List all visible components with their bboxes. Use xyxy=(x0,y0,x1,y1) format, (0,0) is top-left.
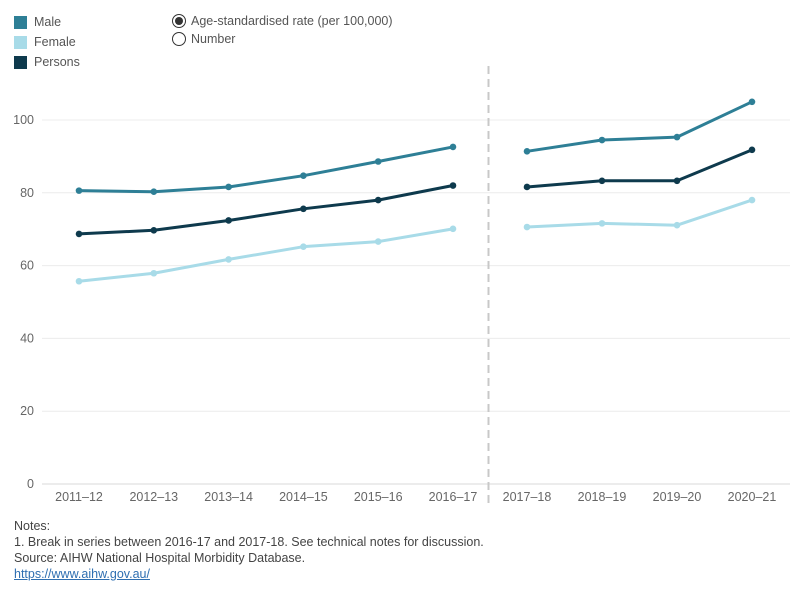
notes-heading: Notes: xyxy=(14,519,51,533)
data-point-male-6 xyxy=(523,148,531,155)
series-line-persons-after-break xyxy=(526,148,753,189)
legend-item-male[interactable]: Male xyxy=(14,12,80,32)
legend-swatch-female xyxy=(14,35,27,49)
data-point-female-6 xyxy=(523,223,531,231)
radio-selected-icon[interactable] xyxy=(172,14,186,28)
y-tick-label-40: 40 xyxy=(20,331,34,345)
data-point-persons-8 xyxy=(673,177,681,185)
x-tick-label-7: 2018–19 xyxy=(578,490,627,504)
legend-label-female: Female xyxy=(34,35,76,49)
y-tick-label-60: 60 xyxy=(20,259,34,273)
data-point-male-8 xyxy=(673,133,681,141)
data-point-male-1 xyxy=(150,188,158,196)
data-point-persons-3 xyxy=(300,205,307,213)
data-point-male-9 xyxy=(748,98,756,106)
radio-label-number: Number xyxy=(191,32,236,46)
data-point-female-1 xyxy=(150,269,158,277)
legend-label-persons: Persons xyxy=(34,55,80,69)
series-line-male-after-break xyxy=(526,100,753,153)
radio-label-rate: Age-standardised rate (per 100,000) xyxy=(191,14,393,28)
data-point-female-9 xyxy=(748,196,756,204)
x-tick-label-5: 2016–17 xyxy=(429,490,478,504)
legend-swatch-persons xyxy=(14,55,27,69)
x-tick-label-8: 2019–20 xyxy=(653,490,702,504)
radio-number[interactable]: Number xyxy=(172,30,393,48)
data-point-persons-2 xyxy=(225,217,232,224)
data-point-male-3 xyxy=(300,172,307,179)
x-tick-label-9: 2020–21 xyxy=(728,490,777,504)
data-point-persons-0 xyxy=(75,230,83,238)
series-line-female-after-break xyxy=(526,198,753,229)
y-tick-label-0: 0 xyxy=(27,477,34,491)
data-point-female-4 xyxy=(374,238,382,245)
measure-toggle: Age-standardised rate (per 100,000) Numb… xyxy=(172,12,393,48)
x-tick-label-2: 2013–14 xyxy=(204,490,253,504)
data-point-male-0 xyxy=(75,187,83,194)
x-tick-label-6: 2017–18 xyxy=(503,490,552,504)
data-point-female-7 xyxy=(598,220,606,227)
x-tick-label-3: 2014–15 xyxy=(279,490,328,504)
x-tick-label-4: 2015–16 xyxy=(354,490,403,504)
x-tick-label-0: 2011–12 xyxy=(55,490,103,504)
data-point-persons-4 xyxy=(374,196,382,204)
data-point-persons-7 xyxy=(598,177,606,185)
x-tick-label-1: 2012–13 xyxy=(129,490,178,504)
data-point-persons-1 xyxy=(150,226,158,234)
y-tick-label-80: 80 xyxy=(20,186,34,200)
data-point-persons-5 xyxy=(449,182,457,189)
data-point-persons-9 xyxy=(748,146,756,154)
data-point-male-7 xyxy=(598,136,606,144)
chart-notes: Notes: 1. Break in series between 2016-1… xyxy=(14,518,484,582)
y-tick-label-20: 20 xyxy=(20,404,34,418)
series-line-male-before-break xyxy=(78,145,454,194)
series-line-persons-before-break xyxy=(78,184,454,236)
notes-source: Source: AIHW National Hospital Morbidity… xyxy=(14,551,306,565)
data-point-female-2 xyxy=(225,256,232,263)
data-point-female-5 xyxy=(449,225,457,233)
data-point-female-8 xyxy=(673,221,681,229)
legend-label-male: Male xyxy=(34,15,62,29)
data-point-male-2 xyxy=(225,183,232,191)
data-point-female-3 xyxy=(300,243,307,250)
data-point-persons-6 xyxy=(523,183,531,191)
data-point-male-5 xyxy=(449,143,457,151)
data-point-male-4 xyxy=(374,158,382,165)
data-point-female-0 xyxy=(75,277,83,285)
source-link[interactable]: https://www.aihw.gov.au/ xyxy=(14,567,150,581)
notes-line-1: 1. Break in series between 2016-17 and 2… xyxy=(14,535,484,549)
legend-swatch-male xyxy=(14,15,27,29)
radio-unselected-icon[interactable] xyxy=(172,32,186,46)
y-tick-label-100: 100 xyxy=(13,113,34,127)
legend-item-persons[interactable]: Persons xyxy=(14,52,80,72)
radio-age-standardised-rate[interactable]: Age-standardised rate (per 100,000) xyxy=(172,12,393,30)
series-line-female-before-break xyxy=(78,227,454,283)
legend-item-female[interactable]: Female xyxy=(14,32,80,52)
chart-legend: Male Female Persons xyxy=(14,12,80,72)
